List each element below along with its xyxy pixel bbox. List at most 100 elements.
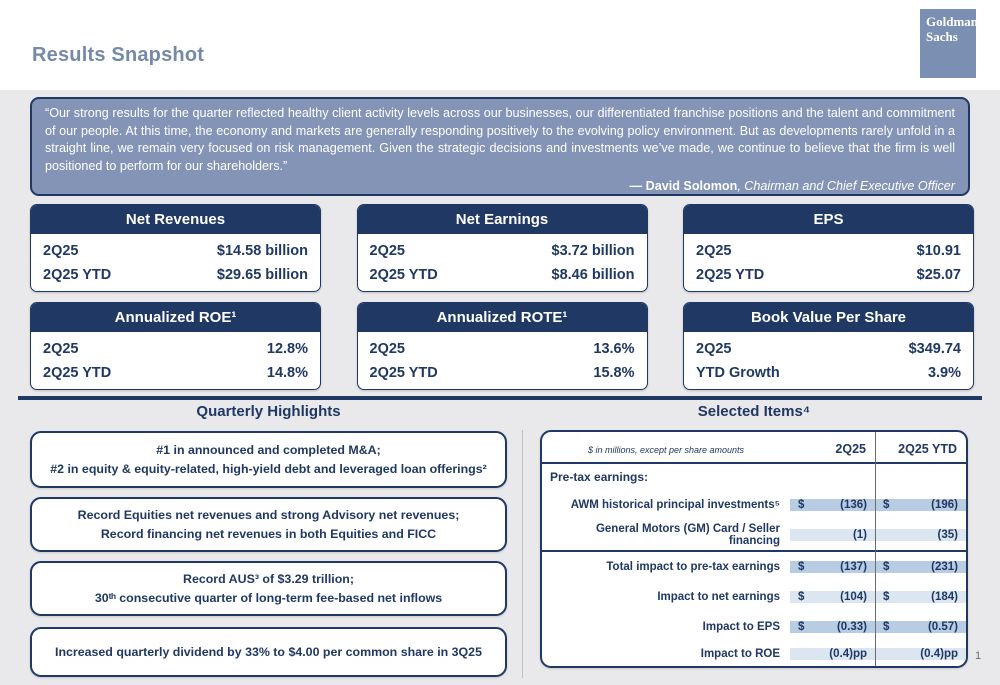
metric-label: 2Q25 <box>369 341 405 357</box>
metric-value: $14.58 billion <box>216 243 308 259</box>
metric-value: $3.72 billion <box>551 243 635 259</box>
metric-value: $10.91 <box>916 243 961 259</box>
card-eps-body: 2Q25 $10.91 2Q25 YTD $25.07 <box>684 234 973 287</box>
page-number: 1 <box>975 650 982 662</box>
metric-label: 2Q25 YTD <box>43 365 112 381</box>
metric-label: YTD Growth <box>696 365 780 381</box>
cell-value: (184) <box>931 591 958 603</box>
table-header-underline <box>542 462 966 464</box>
currency-sign: $ <box>798 591 805 603</box>
metric-label: 2Q25 YTD <box>369 267 438 283</box>
table-units-note: $ in millions, except per share amounts <box>587 445 745 455</box>
table-total-topline <box>542 550 966 552</box>
table-row-awm-investments: AWM historical principal investments⁵ $ (… <box>542 490 966 520</box>
card-net-revenues-body: 2Q25 $14.58 billion 2Q25 YTD $29.65 billio… <box>31 234 320 287</box>
cell-value: (231) <box>931 561 958 573</box>
quote-attribution: — David Solomon, Chairman and Chief Exec… <box>45 179 955 193</box>
highlight-ma-rankings: #1 in announced and completed M&A; #2 in… <box>30 431 507 488</box>
table-col-header-2q25: 2Q25 <box>835 442 866 456</box>
table-col-header-2q25-ytd: 2Q25 YTD <box>898 442 957 456</box>
table-section-row: Pre-tax earnings: <box>542 464 966 490</box>
card-net-earnings-title: Net Earnings <box>357 205 647 234</box>
cell-value: (136) <box>840 499 867 511</box>
card-net-revenues: Net Revenues 2Q25 $14.58 billion 2Q25 YTD… <box>30 204 321 292</box>
currency-sign: $ <box>798 621 805 633</box>
metric-cards-row-1: Net Revenues 2Q25 $14.58 billion 2Q25 YTD… <box>30 204 974 292</box>
metric-value: 13.6% <box>593 341 635 357</box>
cell-value: (1) <box>852 529 867 541</box>
row-label: AWM historical principal investments⁵ <box>570 499 780 511</box>
page-title: Results Snapshot <box>32 44 205 66</box>
card-annualized-rote-title: Annualized ROTE¹ <box>357 303 647 332</box>
selected-items-table: $ in millions, except per share amounts … <box>540 430 968 668</box>
cell-value: (0.4)pp <box>829 648 867 660</box>
currency-sign: $ <box>883 561 890 573</box>
card-net-revenues-title: Net Revenues <box>31 205 320 234</box>
horizontal-divider <box>18 396 982 400</box>
currency-sign: $ <box>798 561 805 573</box>
table-header-row: $ in millions, except per share amounts … <box>542 432 966 462</box>
cell-value: (0.57) <box>927 621 958 633</box>
metric-label: 2Q25 <box>43 341 79 357</box>
highlight-line: Record financing net revenues in both Eq… <box>100 526 437 541</box>
metric-cards-row-2: Annualized ROE¹ 2Q25 12.8% 2Q25 YTD 14.8% … <box>30 302 974 390</box>
card-eps: EPS 2Q25 $10.91 2Q25 YTD $25.07 <box>683 204 974 292</box>
metric-value: 3.9% <box>927 365 961 381</box>
quarterly-highlights-title: Quarterly Highlights <box>196 403 341 420</box>
card-book-value-body: 2Q25 $349.74 YTD Growth 3.9% <box>684 332 973 385</box>
metric-label: 2Q25 <box>696 341 732 357</box>
highlight-record-revenues: Record Equities net revenues and strong … <box>30 497 507 552</box>
cell-value: (137) <box>840 561 867 573</box>
goldman-sachs-logo: Goldman Sachs <box>920 9 978 78</box>
row-label: Impact to ROE <box>700 648 780 660</box>
table-column-divider <box>875 432 876 666</box>
metric-label: 2Q25 <box>43 243 79 259</box>
highlight-line: Record AUS³ of $3.29 trillion; <box>183 571 354 586</box>
table-row-total-pretax: Total impact to pre-tax earnings $ (137) … <box>542 552 966 582</box>
table-row-gm-card: General Motors (GM) Card / Seller financ… <box>542 520 966 550</box>
row-label: General Motors (GM) Card / Seller financ… <box>595 523 780 547</box>
metric-label: 2Q25 YTD <box>696 267 765 283</box>
currency-sign: $ <box>798 499 805 511</box>
selected-items-table-inner: $ in millions, except per share amounts … <box>542 432 966 666</box>
highlight-line: Increased quarterly dividend by 33% to $… <box>55 644 482 659</box>
table-row-eps-impact: Impact to EPS $ (0.33) $ (0.57) <box>542 612 966 642</box>
quarterly-highlights-list: #1 in announced and completed M&A; #2 in… <box>30 431 507 677</box>
card-net-earnings: Net Earnings 2Q25 $3.72 billion 2Q25 YTD $… <box>356 204 648 292</box>
quote-attribution-role: , Chairman and Chief Executive Officer <box>737 178 955 193</box>
metric-value: $25.07 <box>916 267 961 283</box>
table-section-label: Pre-tax earnings: <box>550 470 649 484</box>
highlight-line: #1 in announced and completed M&A; <box>156 442 381 457</box>
cell-value: (104) <box>840 591 867 603</box>
metric-label: 2Q25 <box>369 243 405 259</box>
quote-attribution-name: — David Solomon <box>629 178 738 193</box>
metric-value: 12.8% <box>266 341 308 357</box>
metric-value: $29.65 billion <box>216 267 308 283</box>
currency-sign: $ <box>883 499 890 511</box>
row-label: Impact to EPS <box>702 621 780 633</box>
card-annualized-rote: Annualized ROTE¹ 2Q25 13.6% 2Q25 YTD 15.8% <box>356 302 648 390</box>
title-band: Results Snapshot Goldman Sachs <box>0 0 1000 90</box>
currency-sign: $ <box>883 621 890 633</box>
card-annualized-roe-body: 2Q25 12.8% 2Q25 YTD 14.8% <box>31 332 320 385</box>
metric-label: 2Q25 <box>696 243 732 259</box>
logo-text-line2: Sachs <box>926 28 958 44</box>
highlight-line: #2 in equity & equity-related, high-yiel… <box>50 461 487 476</box>
row-label: Total impact to pre-tax earnings <box>606 561 780 573</box>
card-book-value-per-share: Book Value Per Share 2Q25 $349.74 YTD Gro… <box>683 302 974 390</box>
selected-items-title: Selected Items⁴ <box>697 403 811 420</box>
highlight-record-aus: Record AUS³ of $3.29 trillion; 30ᵗʰ cons… <box>30 561 507 616</box>
metric-label: 2Q25 YTD <box>43 267 112 283</box>
cell-value: (196) <box>931 499 958 511</box>
cell-value: (35) <box>937 529 958 541</box>
ceo-quote-text: “Our strong results for the quarter refl… <box>45 106 955 173</box>
metric-value: $349.74 <box>908 341 961 357</box>
highlight-line: Record Equities net revenues and strong … <box>77 507 460 522</box>
metric-value: 15.8% <box>593 365 635 381</box>
card-annualized-rote-body: 2Q25 13.6% 2Q25 YTD 15.8% <box>358 332 647 385</box>
ceo-quote-box: “Our strong results for the quarter refl… <box>30 97 970 196</box>
highlight-dividend: Increased quarterly dividend by 33% to $… <box>30 627 507 677</box>
vertical-section-divider <box>522 430 523 678</box>
cell-value: (0.4)pp <box>920 648 958 660</box>
currency-sign: $ <box>883 591 890 603</box>
